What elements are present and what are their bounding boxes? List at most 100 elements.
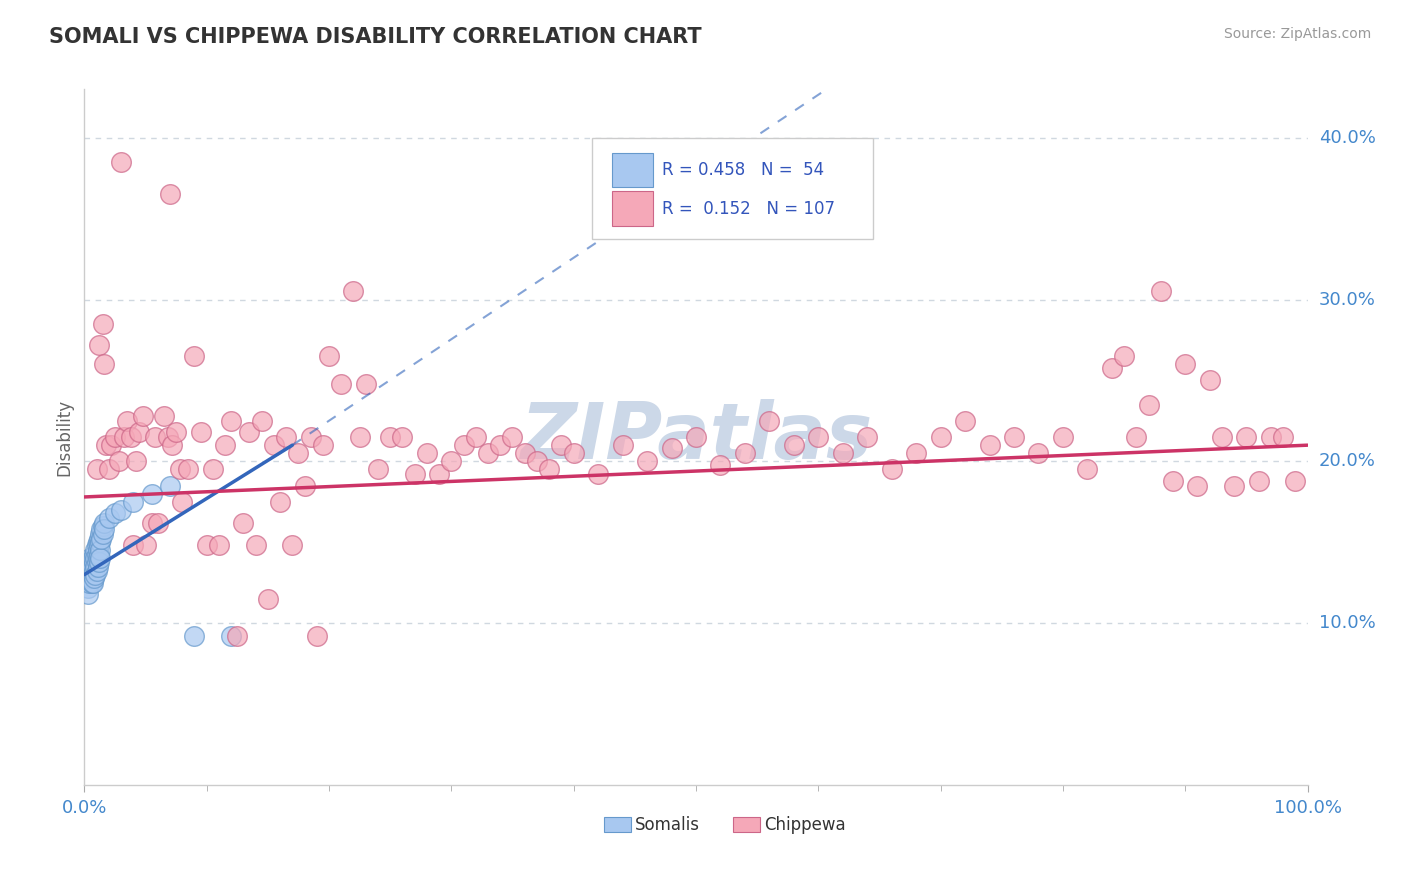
Point — [84, 551, 107, 566]
Point — [305, 629, 328, 643]
Point — [93, 516, 115, 530]
Point — [141, 516, 163, 530]
Point — [380, 430, 402, 444]
Point — [91, 317, 114, 331]
Point — [156, 430, 179, 444]
Point — [146, 516, 169, 530]
Text: Somalis: Somalis — [636, 815, 700, 834]
Point — [276, 430, 298, 444]
Point — [91, 519, 114, 533]
Point — [391, 430, 413, 444]
Point — [93, 522, 115, 536]
Point — [201, 462, 224, 476]
Point — [82, 567, 104, 582]
Text: 40.0%: 40.0% — [1319, 128, 1375, 147]
Point — [135, 539, 157, 553]
Point — [1101, 360, 1123, 375]
Point — [86, 462, 108, 476]
Text: Source: ZipAtlas.com: Source: ZipAtlas.com — [1223, 27, 1371, 41]
Point — [195, 539, 218, 553]
Point — [856, 430, 879, 444]
Point — [80, 575, 103, 590]
Point — [84, 559, 107, 574]
Point — [349, 430, 371, 444]
Point — [929, 430, 952, 444]
Point — [1125, 430, 1147, 444]
Point — [612, 438, 634, 452]
Point — [477, 446, 499, 460]
Point — [214, 438, 236, 452]
Point — [80, 565, 103, 579]
Point — [318, 349, 340, 363]
Point — [709, 458, 731, 472]
Point — [90, 532, 112, 546]
Point — [979, 438, 1001, 452]
Point — [219, 629, 242, 643]
Point — [87, 548, 110, 562]
Point — [122, 495, 145, 509]
Point — [294, 478, 316, 492]
Point — [153, 409, 176, 423]
Point — [226, 629, 249, 643]
Point — [107, 454, 129, 468]
Point — [183, 629, 205, 643]
Point — [1198, 374, 1220, 388]
Point — [86, 565, 108, 579]
Point — [219, 414, 242, 428]
Point — [125, 454, 148, 468]
Point — [97, 511, 120, 525]
Point — [77, 587, 100, 601]
Point — [96, 438, 118, 452]
FancyBboxPatch shape — [612, 192, 654, 226]
Point — [112, 430, 135, 444]
Point — [1161, 474, 1184, 488]
Point — [685, 430, 707, 444]
Text: 20.0%: 20.0% — [1319, 452, 1375, 470]
Point — [110, 155, 132, 169]
Point — [89, 551, 111, 566]
Point — [87, 543, 110, 558]
Text: ZIPatlas: ZIPatlas — [520, 399, 872, 475]
Point — [87, 555, 110, 569]
Y-axis label: Disability: Disability — [55, 399, 73, 475]
Point — [404, 467, 426, 482]
Point — [464, 430, 486, 444]
Point — [115, 414, 138, 428]
Point — [91, 527, 114, 541]
Point — [89, 527, 111, 541]
Point — [299, 430, 322, 444]
Point — [89, 543, 111, 558]
Text: SOMALI VS CHIPPEWA DISABILITY CORRELATION CHART: SOMALI VS CHIPPEWA DISABILITY CORRELATIO… — [49, 27, 702, 46]
Point — [82, 559, 104, 574]
Bar — [605, 817, 631, 832]
FancyBboxPatch shape — [612, 153, 654, 186]
Point — [281, 539, 304, 553]
Point — [502, 430, 524, 444]
Point — [1223, 478, 1246, 492]
Point — [159, 478, 181, 492]
Point — [513, 446, 536, 460]
Point — [110, 503, 132, 517]
Point — [159, 187, 181, 202]
Text: 30.0%: 30.0% — [1319, 291, 1375, 309]
Point — [128, 425, 150, 440]
Point — [82, 551, 104, 566]
Point — [783, 438, 806, 452]
Point — [1174, 357, 1197, 371]
Point — [342, 285, 364, 299]
Point — [132, 409, 155, 423]
Point — [453, 438, 475, 452]
Point — [104, 506, 127, 520]
Point — [232, 516, 254, 530]
Point — [1137, 398, 1160, 412]
Point — [734, 446, 756, 460]
Point — [172, 495, 194, 509]
Point — [79, 571, 101, 585]
Point — [354, 376, 377, 391]
Point — [77, 581, 100, 595]
Point — [76, 567, 98, 582]
Point — [257, 591, 280, 606]
Point — [416, 446, 439, 460]
Point — [538, 462, 561, 476]
Point — [87, 535, 110, 549]
